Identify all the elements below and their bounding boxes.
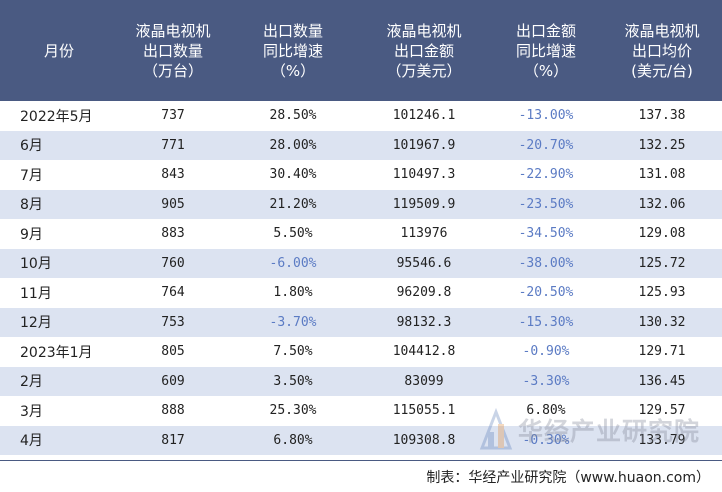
cell-month: 8月 <box>20 197 43 214</box>
cell-volume-yoy: 6.80% <box>273 432 313 448</box>
table-row: 2月 609 3.50% 83099 -3.30% 136.45 <box>0 366 722 396</box>
cell-month: 4月 <box>20 433 43 450</box>
cell-value: 113976 <box>400 226 448 242</box>
cell-avg-price: 137.38 <box>638 108 686 124</box>
cell-volume: 905 <box>161 196 185 212</box>
cell-value-yoy: -22.90% <box>518 167 574 183</box>
cell-volume-yoy: 21.20% <box>269 196 317 212</box>
cell-avg-price: 131.08 <box>638 167 686 183</box>
cell-value: 83099 <box>404 373 444 389</box>
cell-value: 95546.6 <box>396 255 452 271</box>
table-header-row: 月份 液晶电视机 出口数量 （万台） 出口数量 同比增速 （%） 液晶电视机 出… <box>0 0 722 101</box>
table-row: 10月 760 -6.00% 95546.6 -38.00% 125.72 <box>0 248 722 278</box>
cell-value-yoy: -20.70% <box>518 137 574 153</box>
header-avg-price: 液晶电视机 出口均价 (美元/台) <box>624 21 700 80</box>
cell-value-yoy: -0.90% <box>522 344 570 360</box>
cell-avg-price: 133.79 <box>638 432 686 448</box>
cell-avg-price: 129.71 <box>638 344 686 360</box>
table-row: 2022年5月 737 28.50% 101246.1 -13.00% 137.… <box>0 101 722 131</box>
cell-volume-yoy: 28.00% <box>269 137 317 153</box>
header-value: 液晶电视机 出口金额 （万美元） <box>386 21 462 80</box>
cell-volume-yoy: 30.40% <box>269 167 317 183</box>
cell-month: 10月 <box>20 256 52 273</box>
cell-volume-yoy: 7.50% <box>273 344 313 360</box>
cell-value-yoy: -3.30% <box>522 373 570 389</box>
cell-value: 101967.9 <box>392 137 456 153</box>
table-row: 7月 843 30.40% 110497.3 -22.90% 131.08 <box>0 160 722 190</box>
cell-volume-yoy: 25.30% <box>269 403 317 419</box>
cell-month: 3月 <box>20 403 43 420</box>
cell-avg-price: 129.08 <box>638 226 686 242</box>
header-value-yoy: 出口金额 同比增速 （%） <box>515 21 576 80</box>
cell-volume: 883 <box>161 226 185 242</box>
cell-value: 101246.1 <box>392 108 456 124</box>
cell-month: 2023年1月 <box>20 344 93 361</box>
cell-volume: 843 <box>161 167 185 183</box>
cell-value: 109308.8 <box>392 432 456 448</box>
cell-value-yoy: -23.50% <box>518 196 574 212</box>
source-footer: 制表：华经产业研究院（www.huaon.com） <box>426 470 710 486</box>
header-volume-yoy: 出口数量 同比增速 （%） <box>262 21 323 80</box>
cell-value: 96209.8 <box>396 285 452 301</box>
cell-value-yoy: -38.00% <box>518 255 574 271</box>
table-row: 3月 888 25.30% 115055.1 6.80% 129.57 <box>0 396 722 426</box>
cell-month: 11月 <box>20 285 52 302</box>
cell-value-yoy: -15.30% <box>518 314 574 330</box>
table-row: 11月 764 1.80% 96209.8 -20.50% 125.93 <box>0 278 722 308</box>
cell-value: 119509.9 <box>392 196 456 212</box>
cell-volume: 817 <box>161 432 185 448</box>
cell-avg-price: 129.57 <box>638 403 686 419</box>
cell-volume: 764 <box>161 285 185 301</box>
cell-volume-yoy: -3.70% <box>269 314 317 330</box>
cell-value: 104412.8 <box>392 344 456 360</box>
table-row: 9月 883 5.50% 113976 -34.50% 129.08 <box>0 219 722 249</box>
cell-volume: 760 <box>161 255 185 271</box>
cell-volume: 805 <box>161 344 185 360</box>
lcd-tv-export-table: 月份 液晶电视机 出口数量 （万台） 出口数量 同比增速 （%） 液晶电视机 出… <box>0 0 722 455</box>
cell-avg-price: 125.72 <box>638 255 686 271</box>
cell-avg-price: 130.32 <box>638 314 686 330</box>
cell-month: 12月 <box>20 315 52 332</box>
cell-avg-price: 132.06 <box>638 196 686 212</box>
cell-month: 9月 <box>20 226 43 243</box>
cell-value-yoy: -34.50% <box>518 226 574 242</box>
table-row: 2023年1月 805 7.50% 104412.8 -0.90% 129.71 <box>0 337 722 367</box>
cell-value: 110497.3 <box>392 167 456 183</box>
header-month: 月份 <box>43 41 74 60</box>
cell-volume: 753 <box>161 314 185 330</box>
cell-avg-price: 125.93 <box>638 285 686 301</box>
cell-value-yoy: -0.30% <box>522 432 570 448</box>
cell-month: 2月 <box>20 374 43 391</box>
cell-volume-yoy: -6.00% <box>269 255 317 271</box>
cell-month: 2022年5月 <box>20 108 93 125</box>
cell-volume: 888 <box>161 403 185 419</box>
cell-volume-yoy: 28.50% <box>269 108 317 124</box>
cell-volume-yoy: 1.80% <box>273 285 313 301</box>
cell-value-yoy: 6.80% <box>526 403 566 419</box>
table-row: 4月 817 6.80% 109308.8 -0.30% 133.79 <box>0 425 722 455</box>
cell-volume-yoy: 3.50% <box>273 373 313 389</box>
cell-volume: 609 <box>161 373 185 389</box>
cell-avg-price: 132.25 <box>638 137 686 153</box>
table-row: 6月 771 28.00% 101967.9 -20.70% 132.25 <box>0 130 722 160</box>
export-table-container: 月份 液晶电视机 出口数量 （万台） 出口数量 同比增速 （%） 液晶电视机 出… <box>0 0 722 455</box>
cell-value-yoy: -13.00% <box>518 108 574 124</box>
cell-value: 98132.3 <box>396 314 452 330</box>
cell-month: 7月 <box>20 167 43 184</box>
table-row: 12月 753 -3.70% 98132.3 -15.30% 130.32 <box>0 307 722 337</box>
table-row: 8月 905 21.20% 119509.9 -23.50% 132.06 <box>0 189 722 219</box>
cell-avg-price: 136.45 <box>638 373 686 389</box>
header-volume: 液晶电视机 出口数量 （万台） <box>135 21 211 80</box>
cell-month: 6月 <box>20 138 43 155</box>
cell-volume-yoy: 5.50% <box>273 226 313 242</box>
cell-value: 115055.1 <box>392 403 456 419</box>
cell-volume: 737 <box>161 108 185 124</box>
table-bottom-divider <box>0 460 722 461</box>
cell-value-yoy: -20.50% <box>518 285 574 301</box>
cell-volume: 771 <box>161 137 185 153</box>
